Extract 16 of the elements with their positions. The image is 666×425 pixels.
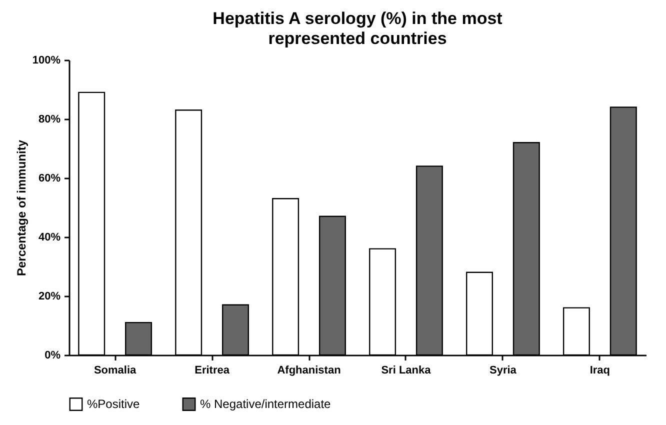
x-tick-label: Sri Lanka [381, 364, 432, 376]
x-tick-label: Syria [490, 364, 518, 376]
chart-title: Hepatitis A serology (%) in the most represented countries [212, 9, 503, 48]
y-tick-label: 0% [44, 350, 61, 362]
y-axis-title: Percentage of immunity [14, 140, 28, 276]
x-tick-label: Iraq [590, 364, 610, 376]
x-tick-label: Somalia [94, 364, 138, 376]
y-tick-label: 20% [38, 290, 61, 302]
y-tick-label: 40% [38, 232, 61, 244]
y-tick-label: 100% [32, 54, 61, 66]
x-tick-label: Eritrea [194, 364, 230, 376]
legend-label: % Negative/intermediate [200, 397, 332, 412]
x-tick-label: Afghanistan [277, 364, 342, 376]
legend-label: %Positive [87, 397, 140, 412]
y-tick-label: 60% [38, 172, 61, 184]
y-tick-label: 80% [38, 114, 61, 126]
